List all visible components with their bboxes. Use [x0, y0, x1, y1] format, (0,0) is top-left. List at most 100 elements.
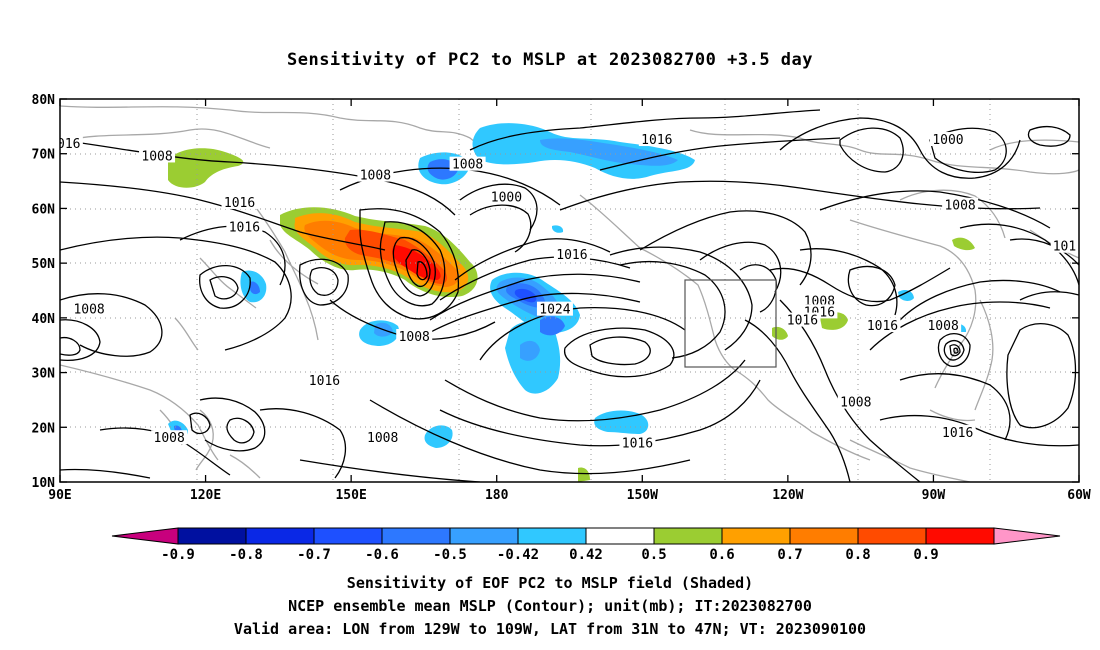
lat-label: 40N: [32, 312, 56, 327]
contour-label-bg: [784, 312, 821, 327]
contour-label-bg: [396, 329, 433, 344]
colorbar-label: 0.6: [709, 547, 734, 563]
contour-label: 1016: [867, 319, 898, 334]
lat-label: 50N: [32, 257, 56, 272]
contour-label-bg: [619, 435, 656, 450]
colorbar-label: -0.7: [297, 547, 331, 563]
colorbar-segment: [313, 527, 383, 545]
contour-label-bg: [553, 246, 590, 261]
contour-label: 1016: [49, 137, 80, 152]
caption-shading: Sensitivity of EOF PC2 to MSLP field (Sh…: [346, 574, 754, 592]
contour-label-bg: [638, 132, 675, 147]
lon-label: 150E: [335, 488, 366, 503]
lon-label: 150W: [627, 488, 658, 503]
contour-label: 1016: [229, 221, 260, 236]
lat-label: 10N: [32, 476, 56, 491]
contour-label-bg: [364, 430, 401, 445]
contour-label: 1008: [452, 158, 483, 173]
contour-label: 101: [1053, 240, 1076, 255]
contour-label: 1016: [787, 314, 818, 329]
contour-label: 1008: [944, 199, 975, 214]
lat-label: 80N: [32, 93, 56, 108]
colorbar-segment: [789, 527, 859, 545]
colorbar-label: 0.42: [569, 547, 603, 563]
contour-label-bg: [488, 189, 525, 204]
lat-label: 30N: [32, 367, 56, 382]
lon-label: 120E: [190, 488, 221, 503]
contour-label-bg: [139, 148, 176, 163]
contour-label: 1016: [556, 248, 587, 263]
contour-label: 1024: [539, 303, 570, 318]
contour-label: 1008: [360, 169, 391, 184]
contour-label-bg: [306, 372, 343, 387]
contour-label-bg: [939, 424, 976, 439]
map-plot-area: 1016 1008 1008 1008 1016 1000 1016 1016 1000 1016…: [49, 99, 1079, 482]
colorbar: -0.9 -0.8 -0.7 -0.6 -0.5 -0.42 0.42 0.5 0.6 0.7 0.…: [111, 527, 1061, 563]
colorbar-label: 0.9: [913, 547, 938, 563]
colorbar-segment: [449, 527, 519, 545]
lon-label: 90W: [922, 488, 946, 503]
contour-label-bg: [801, 293, 838, 308]
colorbar-segment: [721, 527, 791, 545]
lat-label: 60N: [32, 202, 56, 217]
colorbar-segment: [857, 527, 927, 545]
colorbar-label: -0.8: [229, 547, 263, 563]
lon-label: 60W: [1067, 488, 1091, 503]
contour-label: 1008: [399, 330, 430, 345]
colorbar-segment: [517, 527, 587, 545]
contour-label-bg: [942, 197, 979, 212]
contour-label-bg: [71, 301, 108, 316]
contour-label-bg: [151, 430, 188, 445]
contour-label-bg: [536, 301, 573, 316]
contour-label: 1016: [942, 426, 973, 441]
colorbar-segment: [585, 527, 655, 545]
map-title: Sensitivity of PC2 to MSLP at 2023082700…: [286, 50, 813, 70]
valid-area-box: [684, 279, 777, 368]
contour-label: 1008: [927, 319, 958, 334]
contour-label: 1016: [622, 437, 653, 452]
colorbar-max-triangle: [993, 527, 1061, 545]
mslp-contours: [60, 109, 1079, 482]
contour-label-bg: [837, 394, 874, 409]
contour-label: 1000: [491, 190, 522, 205]
contour-label: 1016: [641, 133, 672, 148]
colorbar-segment: [653, 527, 723, 545]
colorbar-label: -0.42: [497, 547, 539, 563]
contour-label-bg: [221, 194, 258, 209]
colorbar-label: -0.6: [365, 547, 399, 563]
contour-label-bg: [357, 167, 394, 182]
lon-label: 120W: [772, 488, 803, 503]
colorbar-label: -0.9: [161, 547, 195, 563]
contour-label-bg: [449, 156, 486, 171]
colorbar-label: 0.7: [777, 547, 802, 563]
contour-label-bg: [925, 318, 962, 333]
colorbar-min-triangle: [111, 527, 179, 545]
lat-label: 70N: [32, 148, 56, 163]
colorbar-segment: [925, 527, 995, 545]
sensitivity-shading: [168, 123, 975, 482]
contour-label: 1000: [932, 133, 963, 148]
lon-label: 90E: [48, 488, 71, 503]
colorbar-segment: [245, 527, 315, 545]
contour-label-bg: [60, 135, 83, 150]
plot-frame: [59, 98, 1080, 483]
contour-label: 1008: [367, 431, 398, 446]
contour-label: 1008: [840, 396, 871, 411]
lat-label: 20N: [32, 421, 56, 436]
colorbar-segment: [381, 527, 451, 545]
contour-label-bg: [864, 318, 901, 333]
lon-label: 180: [485, 488, 509, 503]
contour-label: 1008: [141, 149, 172, 164]
colorbar-segment: [177, 527, 247, 545]
caption-contour: NCEP ensemble mean MSLP (Contour); unit(…: [288, 597, 812, 615]
contour-label: 1016: [309, 374, 340, 389]
contour-labels: 1016 1008 1008 1008 1016 1000 1016 1016 1000 1016…: [49, 132, 1079, 452]
contour-label: 1008: [73, 303, 104, 318]
colorbar-label: -0.5: [433, 547, 467, 563]
colorbar-label: 0.5: [641, 547, 666, 563]
contour-label: 1008: [154, 431, 185, 446]
contour-label: 1016: [224, 196, 255, 211]
contour-label-bg: [226, 219, 263, 234]
